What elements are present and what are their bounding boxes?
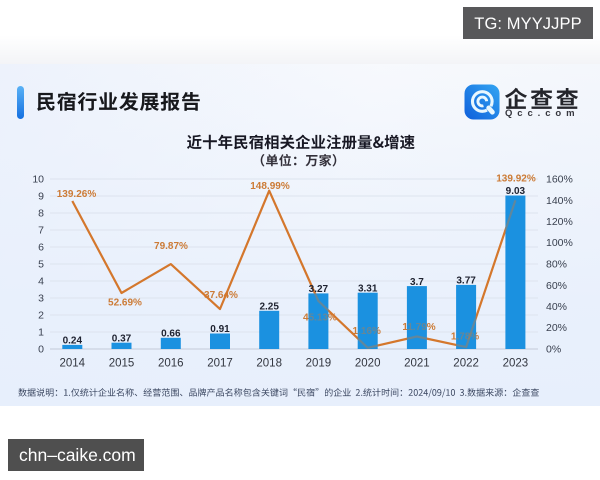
svg-text:0.37: 0.37 <box>112 333 132 344</box>
svg-text:11.79%: 11.79% <box>402 322 435 333</box>
svg-text:60%: 60% <box>546 280 567 292</box>
svg-text:9.03: 9.03 <box>506 186 526 197</box>
svg-text:2.25: 2.25 <box>259 301 279 312</box>
svg-text:0.24: 0.24 <box>63 336 83 347</box>
svg-text:2018: 2018 <box>256 358 282 370</box>
svg-text:120%: 120% <box>546 216 573 228</box>
svg-text:139.26%: 139.26% <box>57 189 97 200</box>
svg-text:3: 3 <box>38 293 44 305</box>
svg-text:7: 7 <box>38 225 44 237</box>
svg-text:20%: 20% <box>546 322 567 334</box>
svg-text:100%: 100% <box>546 237 573 249</box>
svg-text:37.64%: 37.64% <box>204 290 238 301</box>
svg-text:3.27: 3.27 <box>309 284 329 295</box>
svg-text:8: 8 <box>38 208 44 220</box>
svg-text:2: 2 <box>38 310 44 322</box>
svg-text:2020: 2020 <box>355 358 381 370</box>
svg-text:148.99%: 148.99% <box>250 181 290 192</box>
svg-text:6: 6 <box>38 242 44 254</box>
svg-text:45.13%: 45.13% <box>303 313 337 324</box>
svg-text:2016: 2016 <box>158 358 184 370</box>
svg-text:0.66: 0.66 <box>161 329 181 340</box>
svg-text:139.92%: 139.92% <box>496 174 536 185</box>
svg-text:2022: 2022 <box>453 358 479 370</box>
svg-text:4: 4 <box>38 276 44 288</box>
svg-text:2019: 2019 <box>306 358 332 370</box>
svg-text:5: 5 <box>38 259 44 271</box>
svg-text:10: 10 <box>32 174 44 186</box>
svg-text:80%: 80% <box>546 259 567 271</box>
svg-text:0%: 0% <box>546 344 561 356</box>
svg-text:40%: 40% <box>546 301 567 313</box>
svg-text:2021: 2021 <box>404 358 430 370</box>
svg-text:52.69%: 52.69% <box>108 298 142 309</box>
svg-text:2023: 2023 <box>503 358 529 370</box>
svg-text:1.16%: 1.16% <box>353 326 381 337</box>
svg-text:2017: 2017 <box>207 358 233 370</box>
svg-text:79.87%: 79.87% <box>154 241 188 252</box>
svg-text:2015: 2015 <box>109 358 135 370</box>
svg-text:3.77: 3.77 <box>456 276 476 287</box>
svg-text:2014: 2014 <box>60 358 86 370</box>
svg-text:3.31: 3.31 <box>358 283 378 294</box>
svg-text:160%: 160% <box>546 174 573 186</box>
svg-text:140%: 140% <box>546 195 573 207</box>
svg-text:9: 9 <box>38 191 44 203</box>
svg-text:0.91: 0.91 <box>210 324 230 335</box>
svg-text:3.7: 3.7 <box>410 277 424 288</box>
svg-text:1.78%: 1.78% <box>451 332 479 343</box>
svg-text:1: 1 <box>38 327 44 339</box>
svg-text:0: 0 <box>38 344 44 356</box>
